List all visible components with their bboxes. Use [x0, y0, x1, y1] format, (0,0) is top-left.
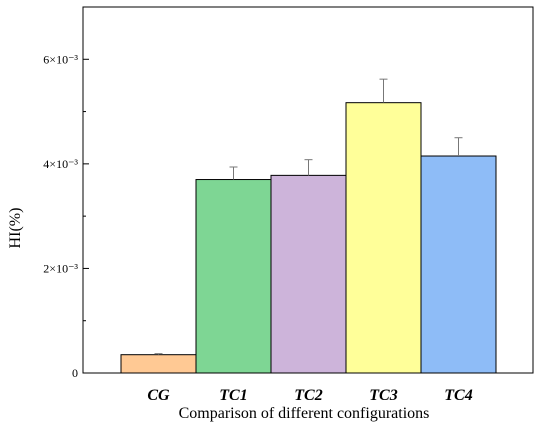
y-tick-label: 4×10⁻³	[43, 157, 78, 171]
plot-frame	[82, 6, 534, 374]
bar-tc4	[420, 155, 497, 374]
y-tick-label: 0	[72, 366, 78, 380]
x-tick-label-tc3: TC3	[369, 387, 397, 404]
y-tick-label: 6×10⁻³	[43, 52, 78, 66]
y-axis-title: HI(%)	[7, 208, 24, 249]
x-axis: CG TC1 TC2 TC3 TC4	[147, 387, 472, 404]
y-axis: 0 2×10⁻³ 4×10⁻³ 6×10⁻³	[43, 6, 89, 380]
x-tick-label-tc4: TC4	[444, 387, 472, 404]
bar-tc2	[270, 174, 347, 374]
y-tick-label: 2×10⁻³	[43, 261, 78, 275]
x-tick-label-tc1: TC1	[219, 387, 247, 404]
x-axis-title: Comparison of different configurations	[179, 405, 430, 422]
bar-tc1	[195, 179, 272, 374]
x-tick-label-cg: CG	[147, 387, 170, 404]
bar-tc3	[345, 102, 422, 374]
error-bars-group	[154, 78, 463, 355]
bar-cg	[120, 354, 197, 374]
x-tick-label-tc2: TC2	[294, 387, 322, 404]
bars-group	[120, 102, 497, 374]
